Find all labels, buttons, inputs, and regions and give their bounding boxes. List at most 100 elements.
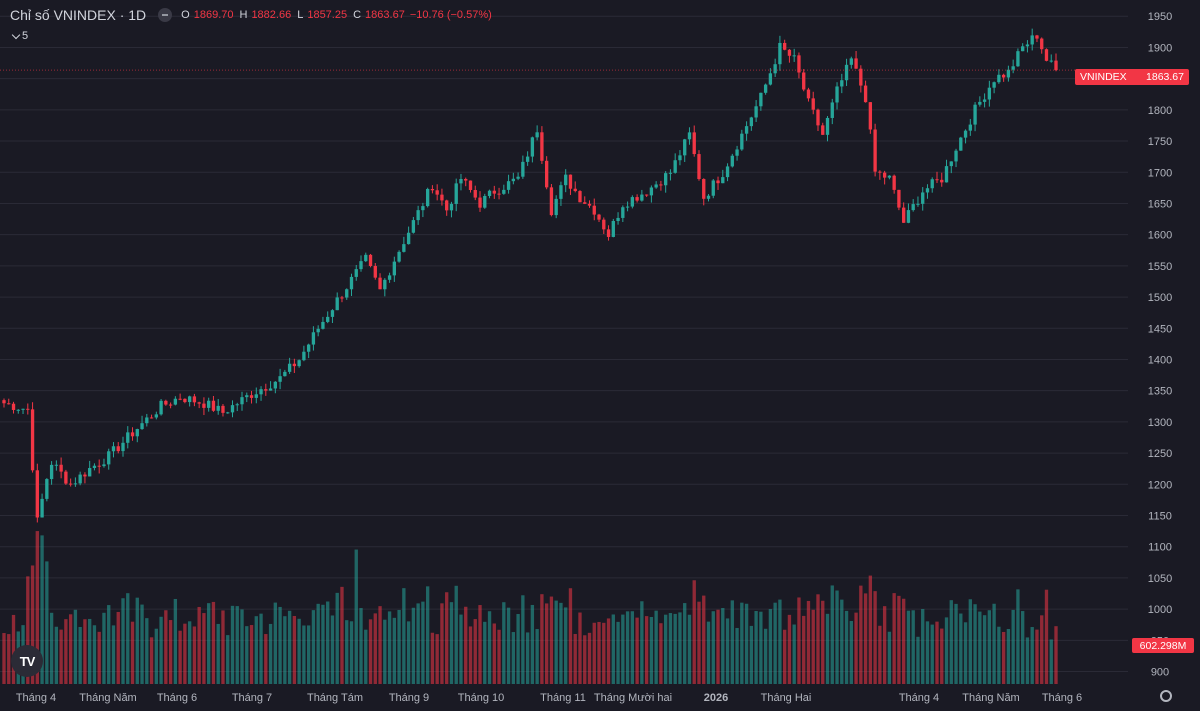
low-key: L [297, 9, 304, 21]
volume-bar [302, 625, 306, 684]
volume-bar [121, 598, 125, 684]
volume-bar [402, 588, 406, 684]
volume-bar [659, 623, 663, 684]
candle-body [359, 261, 363, 270]
candle-body [364, 254, 368, 262]
candle-body [668, 172, 673, 174]
candle-body [197, 402, 201, 404]
volume-bar [702, 595, 706, 684]
candle-body [35, 470, 39, 518]
candle-body [892, 175, 896, 190]
volume-bar [330, 615, 335, 684]
volume-bar [973, 604, 977, 684]
volume-bar [1030, 627, 1034, 684]
candle-body [978, 101, 982, 105]
candle-body [806, 89, 811, 99]
volume-bar [592, 622, 596, 684]
candle-body [616, 217, 620, 222]
candle-body [1011, 66, 1015, 70]
volume-bar [621, 614, 625, 684]
candle-body [844, 64, 849, 81]
candle-body [654, 184, 658, 188]
y-tick-label: 1100 [1148, 542, 1172, 554]
volume-bar [430, 632, 435, 684]
candle-body [16, 409, 20, 411]
volume-bar [840, 599, 844, 684]
candle-body [730, 155, 734, 167]
tradingview-logo[interactable]: TV [11, 645, 43, 677]
candle-body [397, 251, 401, 262]
volume-bar [968, 599, 972, 684]
volume-bar [173, 598, 178, 684]
volume-bar [887, 631, 892, 684]
volume-bar [583, 635, 587, 684]
volume-bar [773, 602, 777, 684]
candle-body [635, 197, 639, 201]
candle-body [740, 133, 744, 150]
candle-body [706, 195, 711, 199]
volume-bar [7, 634, 11, 684]
volume-bar [668, 613, 673, 684]
volume-bar [673, 613, 677, 684]
candle-body [963, 130, 968, 138]
candle-body [454, 183, 458, 204]
volume-bar [68, 614, 73, 684]
volume-bar [911, 610, 915, 684]
volume-bar [221, 610, 225, 684]
volume-bar [378, 606, 382, 684]
chart-title: Chỉ số VNINDEX · 1D [10, 7, 147, 23]
volume-bar [278, 606, 282, 684]
volume-bar [844, 610, 849, 684]
volume-bar [97, 631, 101, 684]
candle-body [821, 125, 825, 135]
volume-bar [873, 591, 877, 684]
candle-body [349, 276, 354, 290]
hide-series-icon[interactable] [158, 8, 173, 22]
volume-bar [530, 604, 535, 684]
candle-body [1049, 60, 1053, 62]
x-tick-label: Tháng 6 [1042, 692, 1082, 704]
candle-body [378, 277, 382, 290]
candle-body [692, 132, 696, 155]
candle-body [435, 190, 439, 195]
volume-bar [897, 595, 901, 684]
gear-icon[interactable] [1160, 690, 1172, 702]
candle-body [878, 171, 882, 173]
volume-bar [963, 622, 968, 684]
volume-bar [202, 613, 206, 684]
volume-bar [364, 629, 368, 684]
candle-body [787, 49, 792, 56]
volume-bar [435, 634, 439, 684]
candle-body [583, 202, 587, 204]
candle-body [1006, 69, 1011, 78]
candle-body [187, 396, 192, 403]
volume-bar [230, 605, 235, 684]
volume-bar [192, 626, 197, 684]
volume-bar [625, 611, 630, 684]
x-tick-label: Tháng Mười hai [594, 692, 672, 704]
price-badge-value: 1863.67 [1146, 71, 1184, 83]
volume-bar [1044, 589, 1049, 684]
candle-body [630, 197, 635, 207]
volume-bar [544, 603, 549, 684]
candle-body [240, 397, 244, 405]
collapse-indicators-button[interactable]: 5 [10, 28, 38, 44]
volume-bar [254, 616, 258, 684]
volume-bar [711, 611, 715, 684]
volume-bar [168, 620, 173, 684]
volume-bar [116, 611, 120, 684]
candle-body [535, 132, 539, 138]
candle-body [649, 187, 654, 196]
candle-body [468, 180, 473, 190]
y-tick-label: 1250 [1148, 448, 1172, 460]
candle-body [663, 173, 668, 186]
volume-bar [178, 630, 182, 684]
volume-bar [211, 601, 216, 684]
y-tick-label: 1400 [1148, 354, 1172, 366]
candle-body [592, 205, 596, 215]
candle-body [697, 154, 701, 180]
volume-bar [464, 606, 468, 684]
volume-bar [754, 611, 758, 684]
volume-bar [730, 600, 734, 684]
